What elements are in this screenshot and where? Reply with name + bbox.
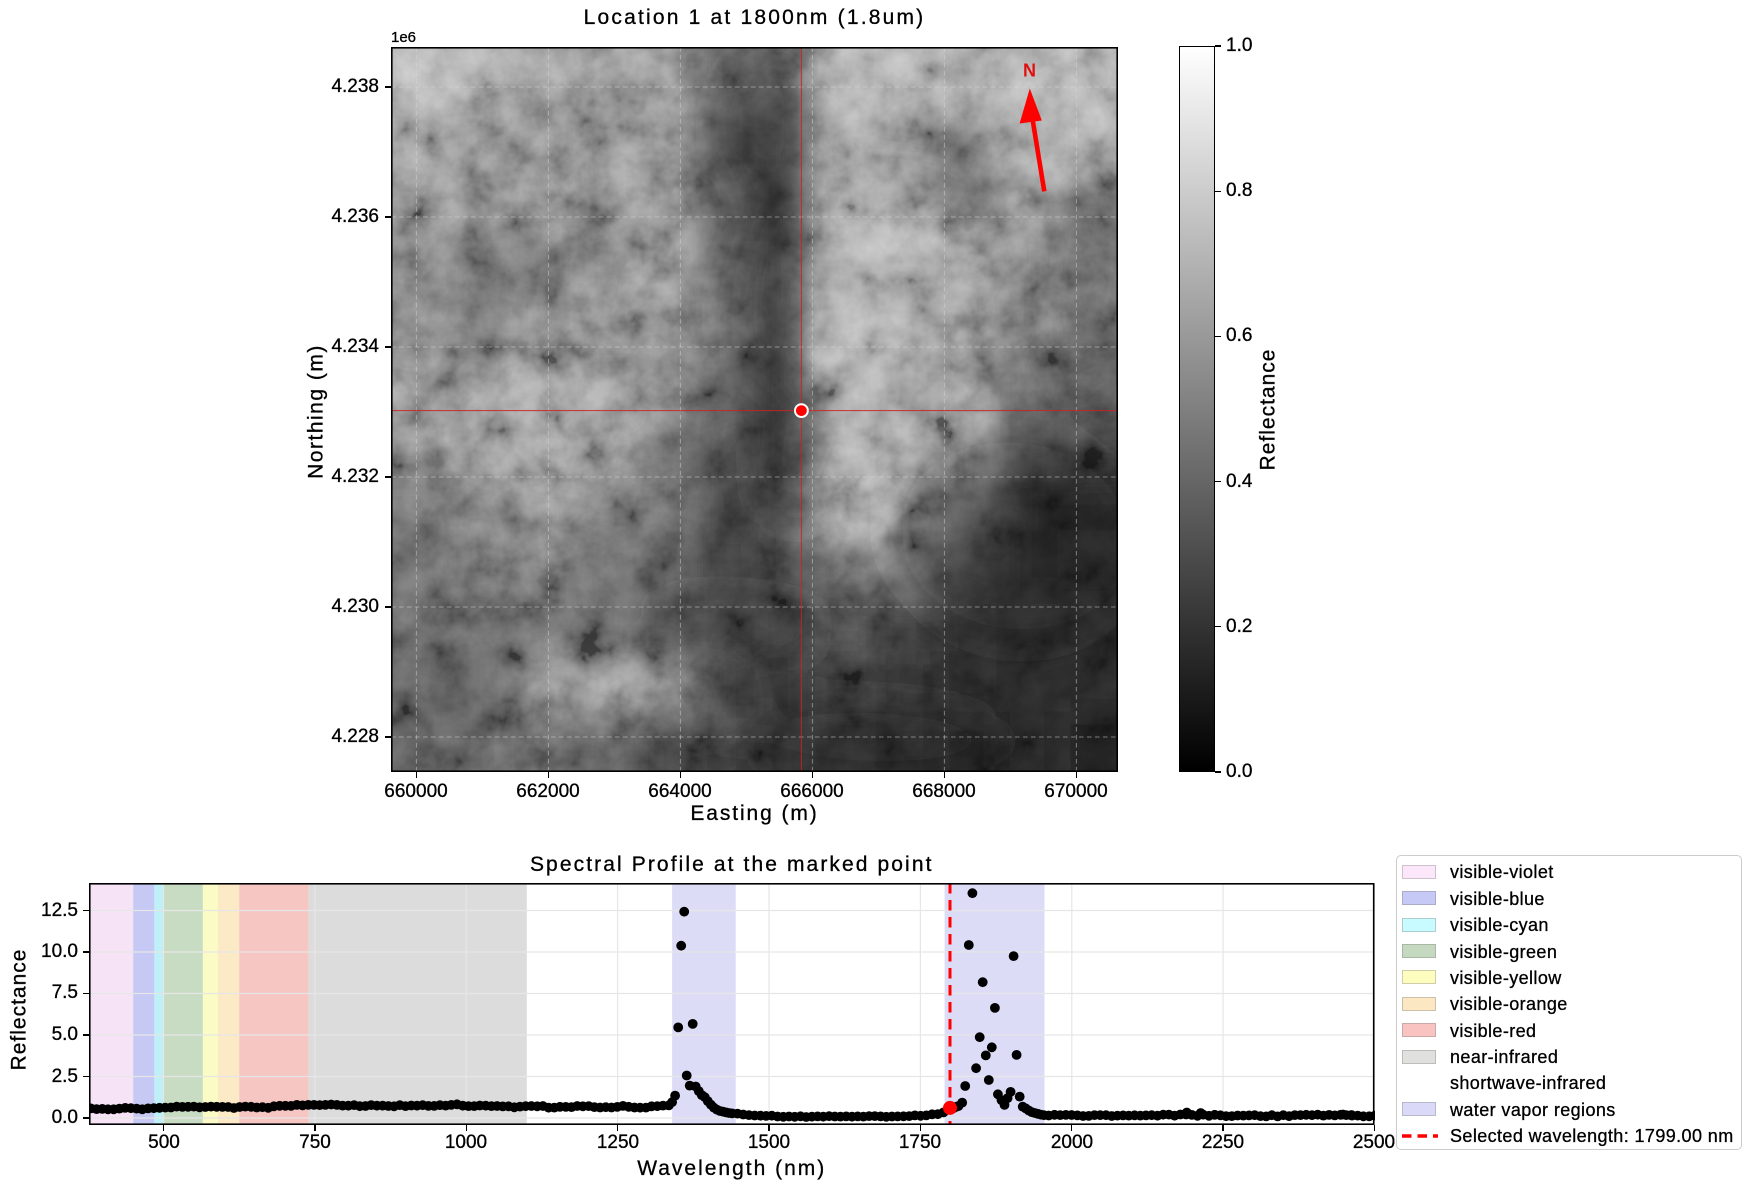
svg-text:N: N xyxy=(1023,61,1036,81)
